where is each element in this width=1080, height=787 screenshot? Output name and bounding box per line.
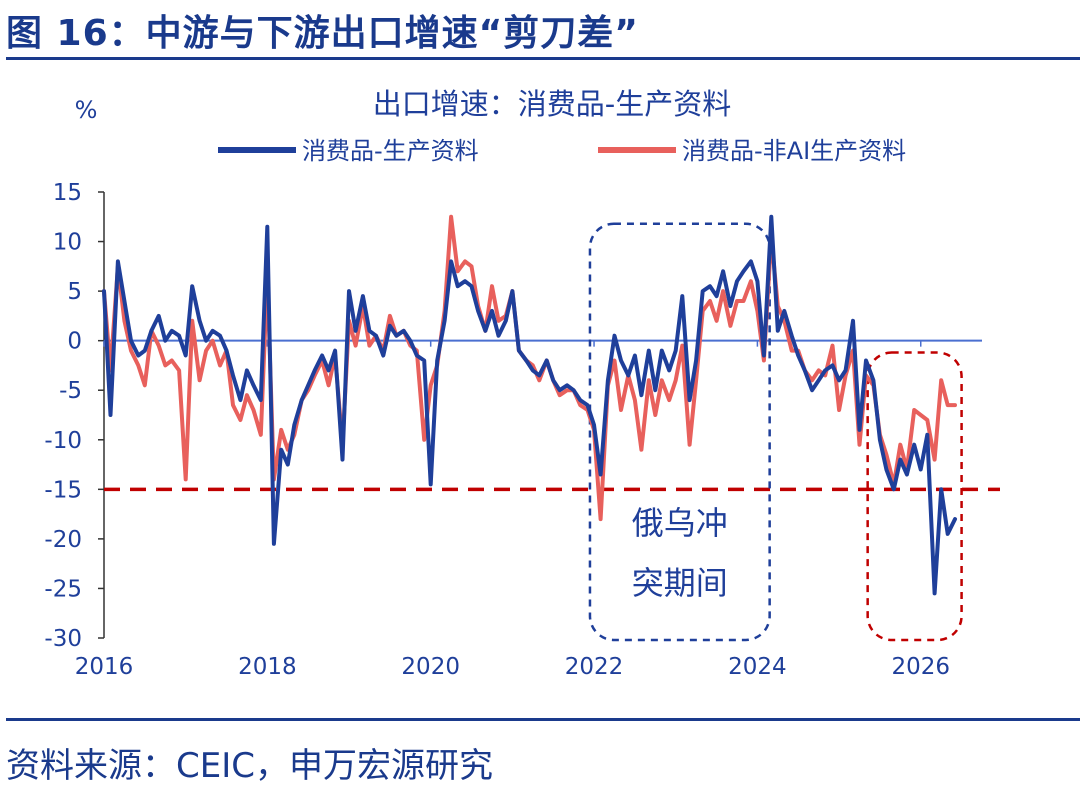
- legend-label-2: 消费品-非AI生产资料: [682, 137, 906, 165]
- annotation-text-line: 突期间: [632, 564, 728, 602]
- series-line-1: [102, 214, 957, 596]
- annotation-box-1: [588, 222, 771, 642]
- y-tick-label: 5: [67, 279, 82, 305]
- chart-legend: 消费品-生产资料 消费品-非AI生产资料: [218, 137, 906, 165]
- y-tick-label: -10: [44, 428, 82, 454]
- x-tick-label: 2016: [75, 654, 134, 680]
- chart-series: [102, 214, 957, 596]
- y-tick-label: -20: [44, 527, 82, 553]
- y-tick-label: 15: [53, 180, 82, 206]
- export-growth-chart: 出口增速：消费品-生产资料 % 消费品-生产资料 消费品-非AI生产资料 15 10…: [44, 87, 1000, 680]
- annotation-box-2: [866, 351, 963, 642]
- annotation-text-line: 俄乌冲: [632, 504, 728, 542]
- y-tick-label: 10: [53, 230, 82, 256]
- chart-title: 出口增速：消费品-生产资料: [373, 87, 731, 121]
- y-axis-unit: %: [75, 96, 98, 124]
- x-tick-label: 2022: [565, 654, 624, 680]
- y-tick-label: -30: [44, 626, 82, 652]
- source-note: 资料来源：CEIC，申万宏源研究: [6, 746, 493, 786]
- figure-title: 图 16：中游与下游出口增速“剪刀差”: [6, 13, 639, 54]
- y-tick-label: 0: [67, 329, 82, 355]
- x-tick-label: 2018: [238, 654, 297, 680]
- y-tick-label: -15: [44, 477, 82, 503]
- source-rule: [6, 718, 1080, 721]
- title-rule: [6, 57, 1080, 60]
- y-tick-label: -25: [44, 576, 82, 602]
- x-tick-label: 2020: [401, 654, 460, 680]
- legend-label-1: 消费品-生产资料: [302, 137, 479, 165]
- x-tick-label: 2026: [891, 654, 950, 680]
- y-tick-label: -5: [59, 378, 82, 404]
- x-tick-label: 2024: [728, 654, 787, 680]
